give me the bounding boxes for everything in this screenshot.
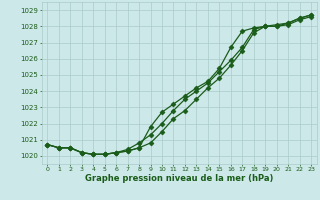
X-axis label: Graphe pression niveau de la mer (hPa): Graphe pression niveau de la mer (hPa) (85, 174, 273, 183)
